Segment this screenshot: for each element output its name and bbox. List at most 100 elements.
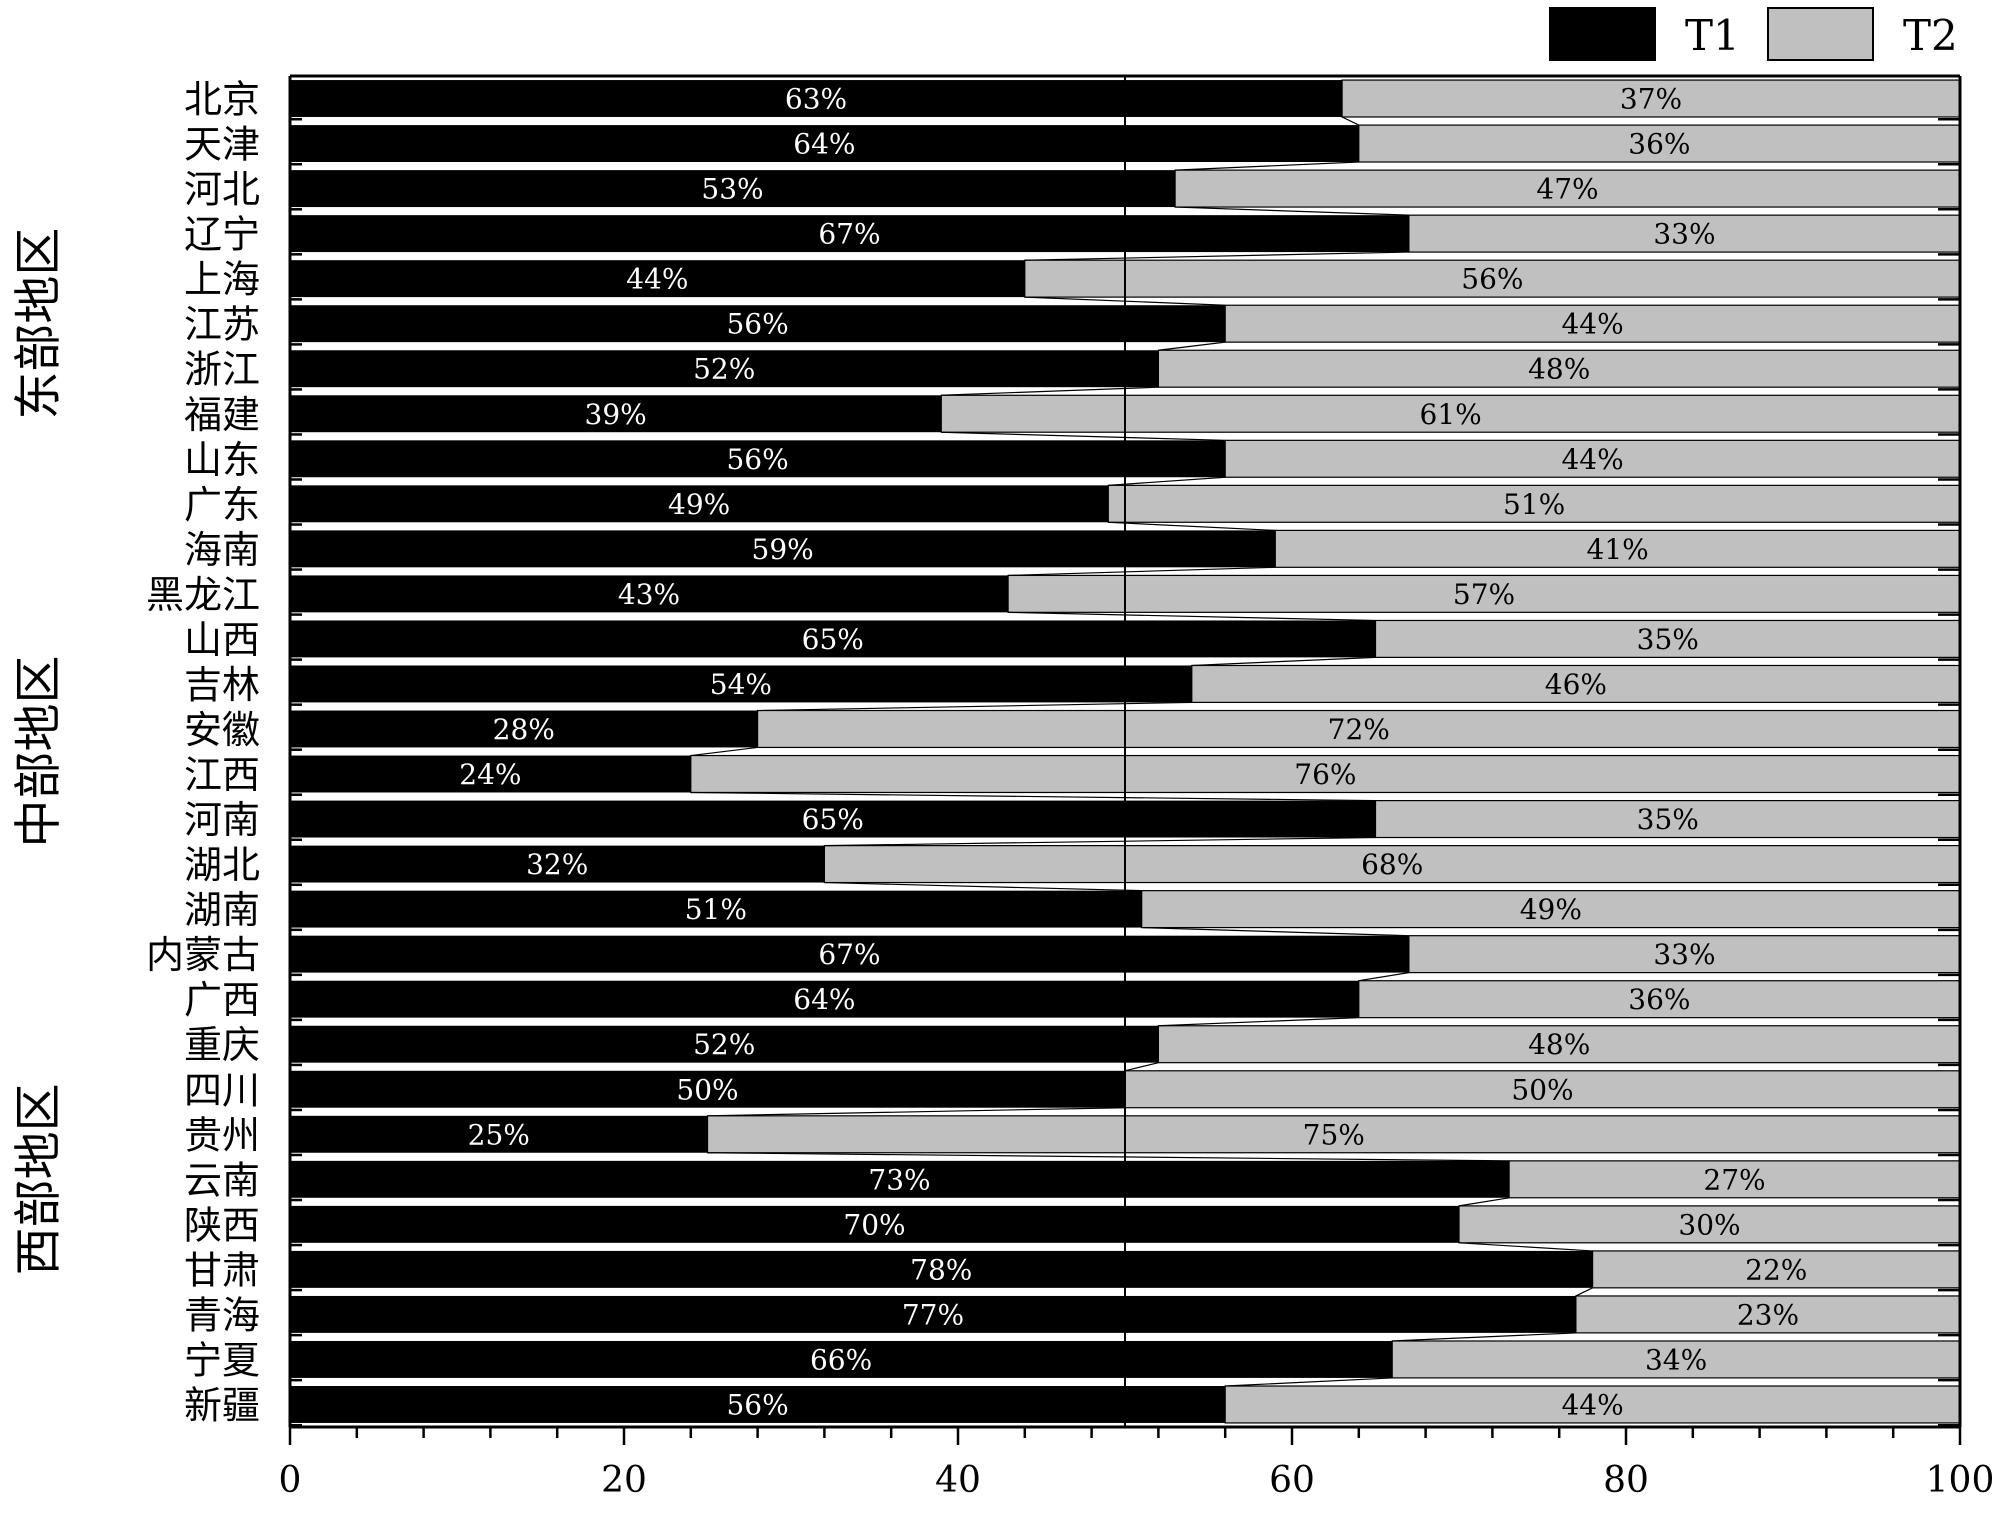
bar-label-t1-8: 56% xyxy=(726,443,788,476)
bar-label-t2-11: 57% xyxy=(1453,578,1515,611)
bar-label-t1-3: 67% xyxy=(818,218,880,251)
bar-labels-layer: 63% 37% 64% 36% 53% 47% 67% 33% 44% 56% 56% 44% 52% 4… xyxy=(459,83,1807,1422)
bar-t1-13 xyxy=(290,665,1192,703)
bar-label-t2-13: 46% xyxy=(1545,668,1607,701)
connector-line-5 xyxy=(1158,341,1226,351)
category-label-21: 重庆 xyxy=(184,1023,260,1067)
bar-label-t2-9: 51% xyxy=(1503,488,1565,521)
bar-t2-2 xyxy=(1174,169,1961,208)
bar-label-t2-25: 30% xyxy=(1678,1208,1740,1241)
bar-t1-10 xyxy=(290,530,1276,568)
bar-label-t2-10: 41% xyxy=(1587,533,1649,566)
category-label-10: 海南 xyxy=(184,528,260,572)
bar-label-t1-11: 43% xyxy=(618,578,680,611)
bar-label-t2-18: 49% xyxy=(1520,893,1582,926)
legend-label-T2: T2 xyxy=(1903,11,1958,60)
bar-t1-15 xyxy=(290,755,691,793)
bar-t1-27 xyxy=(290,1295,1576,1333)
x-tick-label-3: 60 xyxy=(1269,1460,1315,1501)
legend-swatch-T1 xyxy=(1549,7,1656,61)
bar-label-t1-27: 77% xyxy=(902,1298,964,1331)
legend-label-T1: T1 xyxy=(1685,11,1740,60)
bar-label-t1-14: 28% xyxy=(493,713,555,746)
bar-label-t1-4: 44% xyxy=(626,263,688,296)
category-label-26: 甘肃 xyxy=(184,1248,260,1292)
bar-t2-27 xyxy=(1575,1295,1961,1334)
bar-label-t1-19: 67% xyxy=(818,938,880,971)
connector-line-24 xyxy=(1458,1197,1510,1207)
bar-t1-24 xyxy=(290,1160,1510,1198)
connector-line-0 xyxy=(1341,116,1360,126)
bar-t2-12 xyxy=(1374,619,1961,658)
bar-t2-28 xyxy=(1391,1340,1961,1379)
category-label-14: 安徽 xyxy=(184,708,260,752)
bar-label-t2-5: 44% xyxy=(1561,308,1623,341)
bar-t1-18 xyxy=(290,890,1142,928)
bar-label-t2-8: 44% xyxy=(1561,443,1623,476)
bar-t1-22 xyxy=(290,1070,1125,1108)
bar-t1-9 xyxy=(290,485,1109,523)
bar-label-t1-16: 65% xyxy=(802,803,864,836)
bar-t1-25 xyxy=(290,1205,1459,1243)
category-label-24: 云南 xyxy=(184,1158,260,1202)
bar-label-t2-1: 36% xyxy=(1628,128,1690,161)
axes-layer: 0 20 40 60 80 100 xyxy=(279,74,1994,1501)
bar-label-t1-5: 56% xyxy=(726,308,788,341)
connector-line-19 xyxy=(1358,972,1409,982)
bar-label-t1-15: 24% xyxy=(459,758,521,791)
bar-t2-17 xyxy=(823,845,1961,884)
category-label-1: 天津 xyxy=(184,123,260,167)
bar-t1-0 xyxy=(290,80,1343,117)
connector-line-26 xyxy=(1575,1287,1593,1297)
bar-t1-3 xyxy=(290,215,1409,253)
bar-label-t1-12: 65% xyxy=(802,623,864,656)
category-label-23: 贵州 xyxy=(184,1113,260,1157)
bar-label-t1-6: 52% xyxy=(693,353,755,386)
bar-label-t2-19: 33% xyxy=(1653,938,1715,971)
connector-line-27 xyxy=(1392,1332,1576,1342)
category-label-4: 上海 xyxy=(184,258,260,302)
category-label-7: 福建 xyxy=(184,393,260,437)
bar-t1-4 xyxy=(290,260,1025,298)
bar-label-t2-14: 72% xyxy=(1328,713,1390,746)
bar-label-t1-0: 63% xyxy=(785,83,847,116)
bar-t2-24 xyxy=(1508,1160,1961,1199)
bar-t2-10 xyxy=(1274,529,1961,568)
bar-label-t1-1: 64% xyxy=(793,128,855,161)
category-label-2: 河北 xyxy=(184,168,260,212)
bar-label-t2-20: 36% xyxy=(1628,983,1690,1016)
bar-t1-8 xyxy=(290,440,1226,478)
bar-t1-14 xyxy=(290,710,758,748)
connector-line-21 xyxy=(1124,1062,1159,1072)
category-labels-layer: 北京天津河北辽宁上海江苏浙江福建山东广东海南黑龙江山西吉林安徽江西河南湖北湖南内… xyxy=(146,78,260,1428)
bar-t1-11 xyxy=(290,575,1009,613)
legend: T1 T2 xyxy=(1549,7,1958,61)
bar-label-t2-29: 44% xyxy=(1561,1388,1623,1421)
category-label-12: 山西 xyxy=(184,618,260,662)
category-label-9: 广东 xyxy=(184,483,260,527)
connector-line-7 xyxy=(941,431,1226,441)
bar-label-t2-17: 68% xyxy=(1361,848,1423,881)
bar-t1-20 xyxy=(290,980,1359,1018)
bar-t1-5 xyxy=(290,305,1226,343)
connector-line-18 xyxy=(1141,926,1409,937)
bar-t2-15 xyxy=(690,754,1961,794)
connector-line-8 xyxy=(1108,476,1226,486)
bar-t1-28 xyxy=(290,1340,1393,1378)
category-label-22: 四川 xyxy=(184,1068,260,1112)
category-label-15: 江西 xyxy=(184,753,260,797)
category-label-17: 湖北 xyxy=(184,843,260,887)
category-label-27: 青海 xyxy=(184,1293,260,1337)
bar-label-t2-24: 27% xyxy=(1703,1163,1765,1196)
category-label-28: 宁夏 xyxy=(184,1338,260,1382)
x-tick-label-4: 80 xyxy=(1603,1460,1649,1501)
bar-label-t1-20: 64% xyxy=(793,983,855,1016)
bar-t2-26 xyxy=(1591,1250,1961,1289)
bar-t2-7 xyxy=(940,394,1961,433)
bar-t2-20 xyxy=(1358,980,1961,1019)
bar-label-t1-17: 32% xyxy=(526,848,588,881)
bar-t1-7 xyxy=(290,395,942,433)
